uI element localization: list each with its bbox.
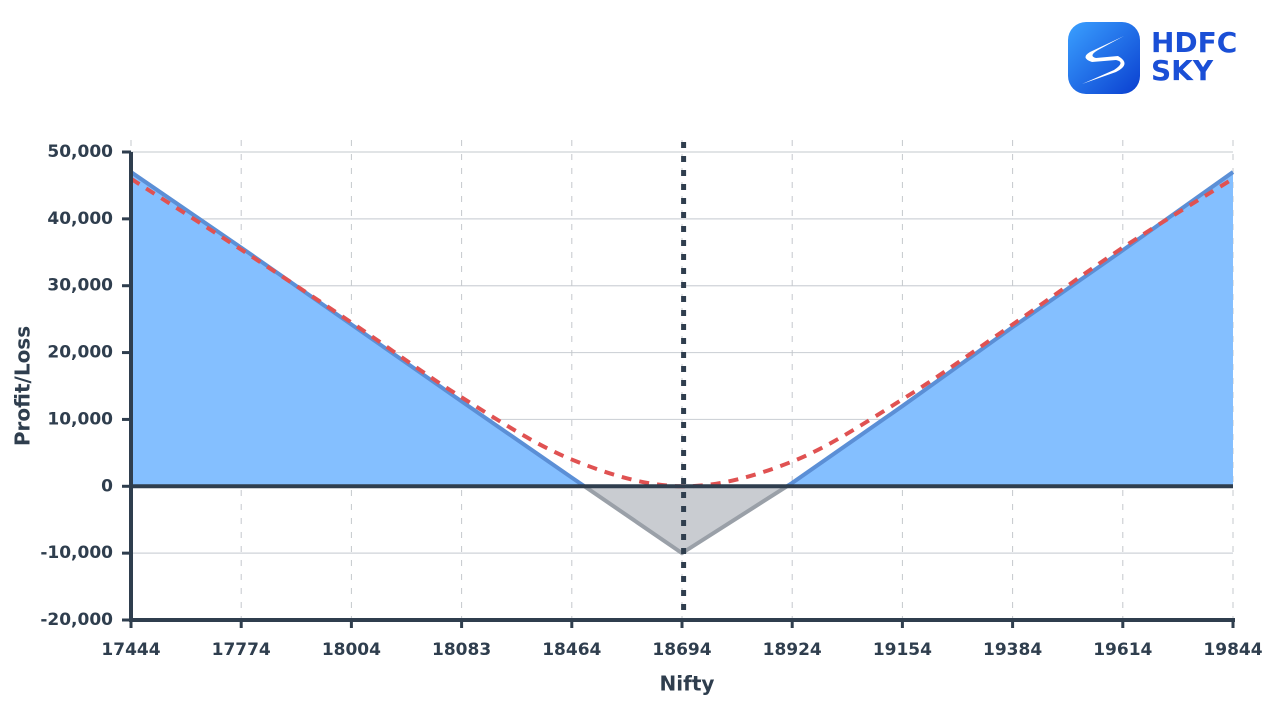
logo-mark <box>1082 36 1125 84</box>
profit-area <box>131 172 1233 487</box>
x-tick-label: 18694 <box>652 640 711 660</box>
x-tick-label: 18004 <box>322 640 381 660</box>
y-tick-label: 20,000 <box>47 343 113 363</box>
x-tick-label: 19384 <box>983 640 1042 660</box>
x-axis-label: Nifty <box>660 672 715 696</box>
y-tick-label: -10,000 <box>40 543 113 563</box>
loss-area <box>131 486 1233 554</box>
logo-text: SKY <box>1151 54 1214 87</box>
x-tick-label: 18083 <box>432 640 491 660</box>
x-tick-label: 17444 <box>101 640 160 660</box>
y-tick-label: 40,000 <box>47 209 113 229</box>
y-axis-label: Profit/Loss <box>11 326 35 446</box>
x-tick-label: 19154 <box>873 640 932 660</box>
y-tick-label: 30,000 <box>47 276 113 296</box>
y-tick-label: 0 <box>101 476 113 496</box>
x-tick-label: 18924 <box>763 640 822 660</box>
y-tick-label: -20,000 <box>40 610 113 630</box>
y-tick-label: 10,000 <box>47 409 113 429</box>
x-tick-label: 19844 <box>1203 640 1262 660</box>
logo-text: HDFC <box>1151 26 1237 59</box>
y-tick-label: 50,000 <box>47 142 113 162</box>
x-tick-label: 19614 <box>1093 640 1152 660</box>
logo: HDFC SKY <box>1068 22 1237 94</box>
x-tick-label: 17774 <box>212 640 271 660</box>
x-tick-label: 18464 <box>542 640 601 660</box>
